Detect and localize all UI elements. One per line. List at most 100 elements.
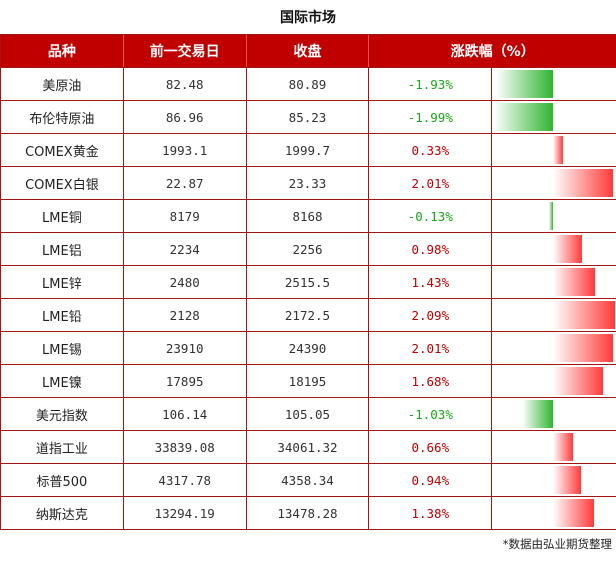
row-prev: 86.96 [124, 101, 247, 133]
change-bar [553, 433, 574, 461]
change-bar [553, 301, 616, 329]
row-change: 0.33% [369, 134, 493, 166]
row-change: -0.13% [369, 200, 493, 232]
row-change-bar-cell [492, 497, 616, 529]
row-change-bar-cell [492, 134, 616, 166]
row-name: 标普500 [1, 464, 124, 496]
row-change-bar-cell [492, 233, 616, 265]
row-change: 1.38% [369, 497, 493, 529]
row-close: 8168 [247, 200, 370, 232]
row-name: 纳斯达克 [1, 497, 124, 529]
row-name: 道指工业 [1, 431, 124, 463]
row-change: 0.94% [369, 464, 493, 496]
row-prev: 13294.19 [124, 497, 247, 529]
header-prev: 前一交易日 [124, 35, 247, 67]
row-close: 34061.32 [247, 431, 370, 463]
change-bar [553, 499, 595, 527]
row-name: 美原油 [1, 68, 124, 100]
row-prev: 2234 [124, 233, 247, 265]
table-row: COMEX黄金 1993.1 1999.7 0.33% [1, 134, 616, 167]
table-row: LME铅 2128 2172.5 2.09% [1, 299, 616, 332]
row-change-bar-cell [492, 167, 616, 199]
table-row: 布伦特原油 86.96 85.23 -1.99% [1, 101, 616, 134]
table-row: LME铝 2234 2256 0.98% [1, 233, 616, 266]
footnote: *数据由弘业期货整理 [502, 537, 612, 551]
header-change: 涨跌幅（%） [450, 44, 535, 60]
table-header-row: 品种 前一交易日 收盘 涨跌幅（%） [1, 35, 616, 68]
table-row: COMEX白银 22.87 23.33 2.01% [1, 167, 616, 200]
table-row: 美原油 82.48 80.89 -1.93% [1, 68, 616, 101]
row-change-bar-cell [492, 431, 616, 463]
change-bar [496, 70, 554, 98]
table-body: 美原油 82.48 80.89 -1.93% 布伦特原油 86.96 85.23 -1.99%… [1, 68, 616, 530]
table-row: 道指工业 33839.08 34061.32 0.66% [1, 431, 616, 464]
row-close: 105.05 [247, 398, 370, 430]
row-change-bar-cell [492, 266, 616, 298]
row-close: 18195 [247, 365, 370, 397]
change-bar [549, 202, 554, 230]
row-close: 1999.7 [247, 134, 370, 166]
row-prev: 33839.08 [124, 431, 247, 463]
row-change: -1.03% [369, 398, 493, 430]
change-bar [553, 367, 604, 395]
row-prev: 17895 [124, 365, 247, 397]
row-name: LME铜 [1, 200, 124, 232]
row-change: 1.43% [369, 266, 493, 298]
change-bar [553, 136, 564, 164]
row-close: 24390 [247, 332, 370, 364]
row-prev: 4317.78 [124, 464, 247, 496]
row-name: LME锡 [1, 332, 124, 364]
row-close: 85.23 [247, 101, 370, 133]
row-close: 2256 [247, 233, 370, 265]
change-bar [522, 400, 554, 428]
row-close: 4358.34 [247, 464, 370, 496]
row-change: 2.01% [369, 167, 493, 199]
row-prev: 2128 [124, 299, 247, 331]
header-close: 收盘 [247, 35, 370, 67]
row-change-bar-cell [492, 68, 616, 100]
row-change-bar-cell [492, 299, 616, 331]
row-change-bar-cell [492, 101, 616, 133]
row-change: 0.66% [369, 431, 493, 463]
market-table: 品种 前一交易日 收盘 涨跌幅（%） 美原油 82.48 80.89 -1.93% 布伦… [0, 34, 616, 530]
table-row: 标普500 4317.78 4358.34 0.94% [1, 464, 616, 497]
row-prev: 23910 [124, 332, 247, 364]
row-name: LME铅 [1, 299, 124, 331]
row-name: 美元指数 [1, 398, 124, 430]
row-name: LME镍 [1, 365, 124, 397]
row-change: 2.09% [369, 299, 493, 331]
row-change-bar-cell [492, 398, 616, 430]
table-row: LME铜 8179 8168 -0.13% [1, 200, 616, 233]
row-prev: 22.87 [124, 167, 247, 199]
table-row: LME锡 23910 24390 2.01% [1, 332, 616, 365]
row-name: 布伦特原油 [1, 101, 124, 133]
row-change-bar-cell [492, 365, 616, 397]
table-row: LME镍 17895 18195 1.68% [1, 365, 616, 398]
change-bar [553, 235, 583, 263]
row-name: COMEX白银 [1, 167, 124, 199]
table-row: 美元指数 106.14 105.05 -1.03% [1, 398, 616, 431]
row-change: -1.93% [369, 68, 493, 100]
row-change: 2.01% [369, 332, 493, 364]
change-bar [553, 466, 582, 494]
row-close: 2172.5 [247, 299, 370, 331]
row-name: LME铝 [1, 233, 124, 265]
row-close: 13478.28 [247, 497, 370, 529]
table-row: 纳斯达克 13294.19 13478.28 1.38% [1, 497, 616, 530]
row-change: 1.68% [369, 365, 493, 397]
row-change: -1.99% [369, 101, 493, 133]
row-change-bar-cell [492, 200, 616, 232]
row-prev: 8179 [124, 200, 247, 232]
row-close: 2515.5 [247, 266, 370, 298]
change-bar [553, 268, 596, 296]
row-prev: 106.14 [124, 398, 247, 430]
table-title: 国际市场 [280, 10, 336, 26]
row-change: 0.98% [369, 233, 493, 265]
row-close: 23.33 [247, 167, 370, 199]
change-bar [553, 169, 614, 197]
row-prev: 1993.1 [124, 134, 247, 166]
row-close: 80.89 [247, 68, 370, 100]
change-bar [494, 103, 554, 131]
change-bar [553, 334, 614, 362]
row-change-bar-cell [492, 332, 616, 364]
